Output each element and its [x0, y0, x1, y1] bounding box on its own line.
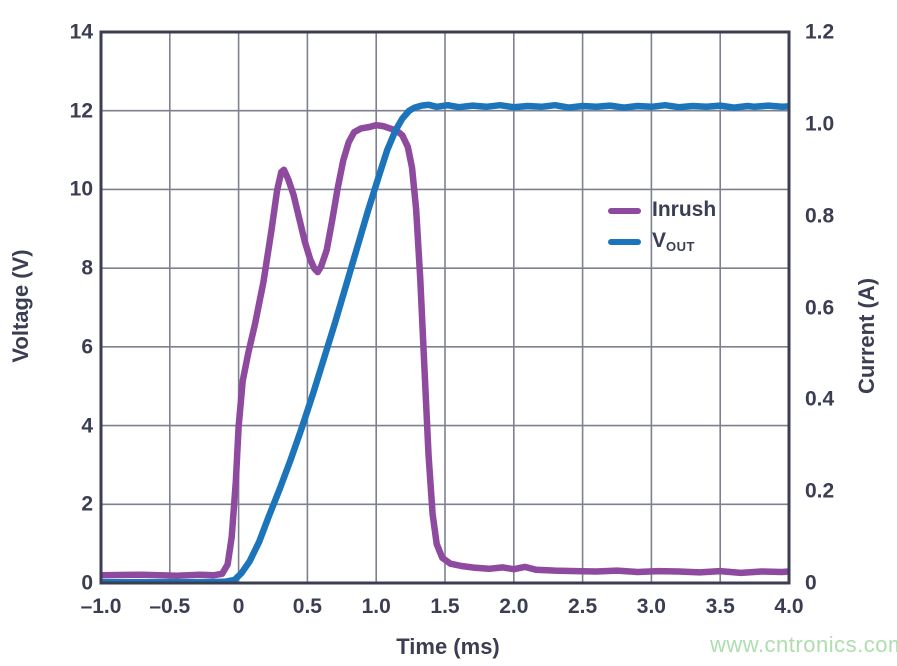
legend-label-inrush: Inrush [652, 198, 717, 221]
left-y-tick-label: 10 [69, 177, 93, 201]
x-tick-label: 0 [232, 595, 245, 618]
x-tick-label: 1.0 [361, 595, 391, 618]
legend-label-vout: VOUT [652, 229, 695, 254]
series-line-inrush [101, 121, 789, 579]
right-y-tick-label: 1.2 [805, 20, 835, 44]
x-tick-label: 4.0 [774, 595, 804, 618]
x-tick-label: 1.5 [430, 595, 460, 618]
right-y-tick-label: 0.8 [805, 204, 835, 228]
left-y-axis-title: Voltage (V) [8, 249, 33, 363]
x-tick-label: 2.0 [499, 595, 529, 618]
vout-line-swatch [608, 238, 641, 245]
left-y-tick-label: 14 [69, 20, 93, 44]
x-tick-label: –1.0 [80, 595, 122, 618]
left-y-tick-label: 8 [81, 256, 93, 280]
legend-item-inrush: Inrush [608, 199, 716, 222]
legend: Inrush VOUT [608, 199, 716, 253]
right-y-axis-title: Current (A) [854, 277, 879, 395]
series-line-vout [101, 101, 789, 583]
x-tick-label: –0.5 [149, 595, 191, 618]
right-y-tick-label: 0 [805, 571, 817, 595]
left-y-tick-label: 6 [81, 335, 93, 359]
legend-item-vout: VOUT [608, 230, 716, 253]
right-y-tick-label: 0.2 [805, 479, 835, 503]
x-tick-label: 3.0 [636, 595, 666, 618]
right-y-tick-label: 1.0 [805, 112, 835, 136]
watermark: www.cntronics.com [710, 632, 897, 657]
left-y-tick-label: 12 [69, 99, 93, 123]
right-y-tick-label: 0.4 [805, 387, 835, 411]
x-axis-title: Time (ms) [396, 634, 500, 659]
series-group [101, 101, 789, 583]
x-tick-label: 0.5 [292, 595, 322, 618]
left-y-tick-label: 2 [81, 492, 93, 516]
left-y-tick-label: 0 [81, 571, 93, 595]
left-y-tick-label: 4 [81, 414, 93, 438]
x-tick-label: 2.5 [567, 595, 598, 618]
plot-frame [99, 30, 791, 585]
inrush-line-swatch [608, 207, 641, 214]
right-y-tick-label: 0.6 [805, 296, 835, 319]
x-tick-label: 3.5 [705, 595, 735, 618]
